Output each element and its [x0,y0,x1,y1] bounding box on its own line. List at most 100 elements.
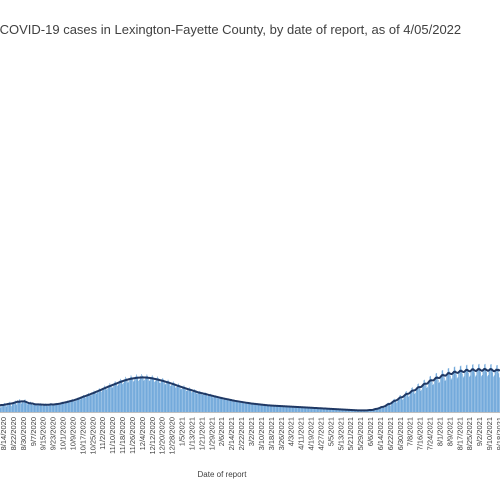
bar [459,366,461,412]
bar [108,386,109,412]
bar [205,393,207,412]
bar [439,381,441,412]
bar [242,401,244,412]
bar [471,368,472,412]
bar [112,386,114,412]
bar [256,404,257,412]
bar [163,379,164,412]
bar [288,406,289,412]
bar [111,386,112,412]
bar [193,390,195,412]
bar [150,378,151,412]
x-tick-label: 8/9/2021 [445,417,454,446]
bar [210,394,212,412]
moving-average-line [0,367,500,412]
x-tick-label: 4/11/2021 [297,417,306,450]
bar [80,398,82,412]
bar [124,378,126,412]
bar [192,390,194,412]
bar [416,387,418,412]
bar [426,387,428,412]
bar [263,404,264,412]
bar [220,397,221,412]
bar [398,397,400,412]
bar [114,382,115,412]
bar [279,405,281,412]
bar [52,405,54,412]
x-tick-label: 4/19/2021 [307,417,316,450]
bar [108,385,110,412]
bar [106,389,108,412]
bar [266,405,267,412]
bar [354,410,356,412]
bar [479,367,481,412]
bar [448,368,450,412]
bar [307,407,308,412]
bar [145,376,147,412]
bar [254,404,256,412]
bar [272,405,273,412]
bar [45,404,47,412]
bar [120,380,122,412]
bar [498,373,500,412]
bar [251,403,253,412]
bar [145,377,146,412]
bar [221,397,223,412]
bar [299,406,301,412]
bar [130,375,132,412]
bar [397,399,399,412]
bar [95,393,97,412]
bar [142,377,144,412]
bar [156,377,158,412]
bar [151,376,152,412]
x-tick-label: 3/2/2021 [247,417,256,446]
bar [394,399,396,412]
bar [6,404,8,412]
bar [293,406,295,412]
bar [436,372,438,412]
bar [411,387,413,412]
bar [288,406,290,412]
bar [300,407,302,412]
bar [104,385,105,412]
bar [67,400,68,412]
bar [464,372,466,412]
bar [235,400,236,412]
bar [447,372,448,412]
bar [51,403,52,412]
bar [330,408,332,412]
bar [478,363,480,412]
bar [422,383,424,412]
bar [404,394,406,412]
bar [244,403,246,412]
bar [17,401,19,412]
bar [467,368,469,412]
bar [136,374,137,412]
bar [20,401,21,412]
bar [148,378,149,412]
bar [96,392,98,412]
bar [102,389,104,412]
bar [279,405,280,412]
bar [253,403,254,412]
bar [48,405,49,412]
bar [301,407,303,412]
bar [468,376,470,412]
bar [322,408,324,412]
bar [399,395,400,412]
bar [403,396,405,412]
bar [64,403,65,412]
bar [16,404,18,412]
x-tick-label: 7/16/2021 [416,417,425,450]
bar [152,376,154,412]
bar [281,406,282,412]
x-tick-label: 8/22/2020 [9,417,18,450]
bar [113,384,114,412]
bar [300,406,301,412]
bar [64,403,66,412]
bar [495,368,497,412]
bar [388,403,390,412]
bar [22,401,24,412]
bar [307,408,309,412]
bar [338,409,340,412]
